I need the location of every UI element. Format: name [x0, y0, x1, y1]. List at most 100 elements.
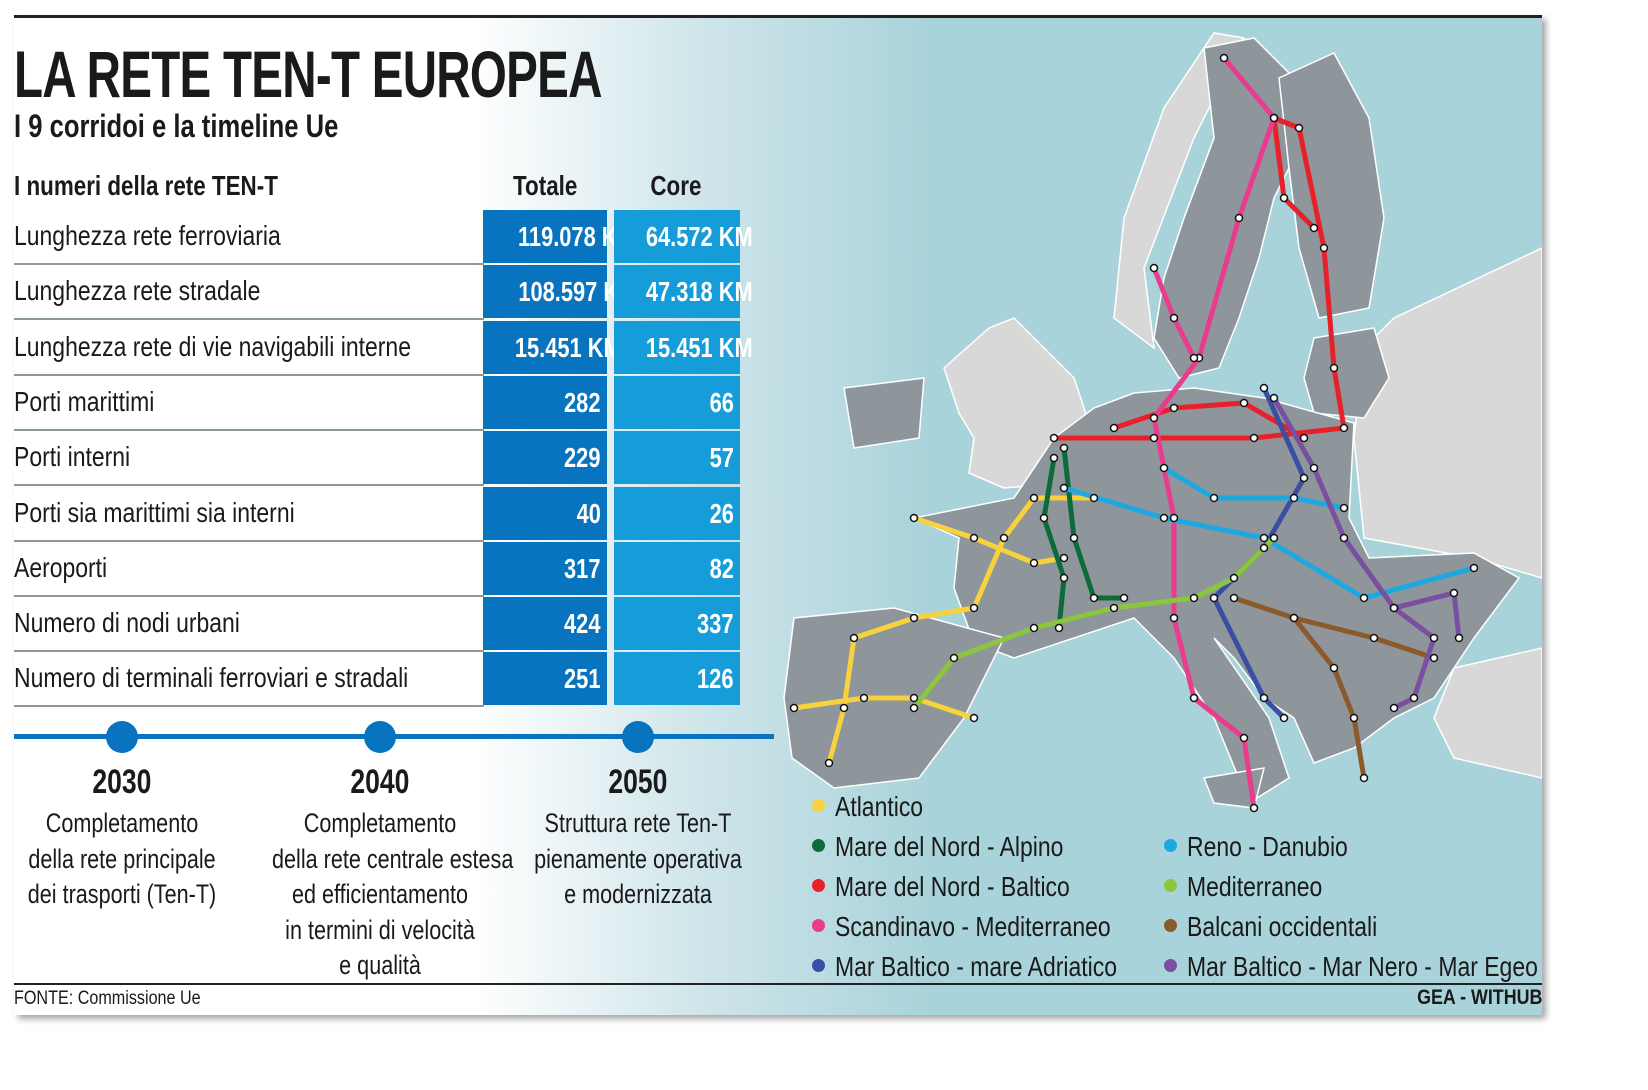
city-node [1069, 533, 1079, 543]
city-node [1029, 558, 1039, 568]
city-node [824, 758, 834, 768]
city-node [1149, 413, 1159, 423]
timeline-description: Completamento della rete centrale estesa e… [245, 806, 515, 984]
city-node [1159, 463, 1169, 473]
row-label: Porti interni [14, 441, 131, 473]
city-node [1309, 223, 1319, 233]
timeline-text-line: Struttura rete Ten-T [544, 808, 732, 838]
totale-cell: 282 [483, 375, 607, 429]
city-node [1429, 653, 1439, 663]
city-node [1269, 533, 1279, 543]
city-node [1209, 593, 1219, 603]
legend-swatch-icon [812, 799, 825, 813]
city-node [1239, 733, 1249, 743]
row-divider [14, 539, 484, 542]
row-label: Porti marittimi [14, 385, 155, 417]
city-node [1209, 493, 1219, 503]
city-node [1119, 593, 1129, 603]
corridor-route [1161, 465, 1347, 511]
legend-swatch-icon [1164, 919, 1177, 933]
core-cell: 47.318 KM [614, 265, 753, 319]
table-row: Lunghezza rete ferroviaria 119.078 KM 64… [14, 210, 753, 265]
city-node [1259, 543, 1269, 553]
row-label: Lunghezza rete di vie navigabili interne [14, 330, 411, 362]
city-node [1369, 633, 1379, 643]
divider [14, 983, 1542, 985]
table-row: Aeroporti 317 82 [14, 541, 740, 597]
corridor-route [911, 515, 1067, 566]
legend-swatch-icon [812, 879, 825, 893]
row-divider [14, 650, 484, 653]
russia-land [1353, 247, 1542, 579]
page-subtitle: I 9 corridoi e la timeline Ue [14, 108, 339, 144]
totale-cell: 15.451 KM [483, 320, 622, 374]
city-node [1319, 243, 1329, 253]
city-node [1359, 773, 1369, 783]
city-node [999, 533, 1009, 543]
city-node [1229, 593, 1239, 603]
row-label: Numero di terminali ferroviari e stradal… [14, 662, 409, 694]
city-node [1189, 593, 1199, 603]
city-node [949, 653, 959, 663]
city-node [909, 613, 919, 623]
city-node [1109, 423, 1119, 433]
land [943, 32, 1542, 779]
legend-label: Scandinavo - Mediterraneo [835, 911, 1111, 942]
city-node [969, 533, 979, 543]
city-node [1249, 803, 1259, 813]
totale-cell: 119.078 KM [483, 210, 636, 263]
row-divider [14, 263, 484, 265]
timeline-text-line: della rete centrale estesa [272, 843, 514, 874]
city-node [1029, 493, 1039, 503]
row-label: Porti sia marittimi sia interni [14, 496, 295, 528]
city-node [1259, 533, 1269, 543]
core-cell: 82 [614, 541, 740, 595]
table-row: Porti interni 229 57 [14, 431, 740, 487]
table-row: Lunghezza rete di vie navigabili interne… [14, 320, 753, 376]
table-row: Lunghezza rete stradale 108.597 KM 47.31… [14, 265, 753, 321]
timeline-text-line: e modernizzata [564, 879, 712, 909]
timeline-text-line: ed efficientamento [291, 879, 469, 909]
city-node [1289, 613, 1299, 623]
city-node [909, 513, 919, 523]
row-label: Aeroporti [14, 551, 108, 583]
city-node [1169, 613, 1179, 623]
city-node [1169, 403, 1179, 413]
table-row: Porti sia marittimi sia interni 40 26 [14, 486, 740, 542]
infographic: LA RETE TEN-T EUROPEA I 9 corridoi e la … [14, 15, 1542, 1015]
legend-item: Mediterraneo [1164, 871, 1352, 903]
turkey-land [1433, 647, 1542, 779]
ireland-land [843, 377, 925, 449]
legend-swatch-icon [1164, 839, 1177, 853]
city-node [1229, 573, 1239, 583]
city-node [909, 693, 919, 703]
totale-cell: 251 [483, 652, 607, 706]
city-node [1329, 663, 1339, 673]
city-node [1429, 633, 1439, 643]
row-divider [14, 594, 484, 597]
city-node [1059, 483, 1069, 493]
totale-cell: 317 [483, 541, 607, 595]
city-node [1339, 423, 1349, 433]
row-divider [14, 428, 484, 431]
city-node [1339, 503, 1349, 513]
row-divider [14, 705, 484, 708]
table-row: Porti marittimi 282 66 [14, 375, 740, 431]
legend-swatch-icon [812, 839, 825, 853]
legend-item: Mare del Nord - Baltico [812, 871, 1121, 903]
table-row: Numero di nodi urbani 424 337 [14, 597, 740, 653]
city-node [1469, 563, 1479, 573]
city-node [1299, 433, 1309, 443]
core-cell: 57 [614, 431, 740, 485]
timeline-marker [106, 721, 138, 753]
city-node [849, 633, 859, 643]
city-node [1454, 633, 1464, 643]
city-node [1259, 383, 1269, 393]
city-node [839, 703, 849, 713]
legend-label: Mar Baltico - Mar Nero - Mar Egeo [1187, 951, 1538, 982]
city-node [1109, 603, 1119, 613]
timeline-year: 2050 [608, 763, 668, 801]
totale-cell: 424 [483, 597, 607, 651]
totale-cell: 40 [483, 486, 607, 540]
city-node [1169, 513, 1179, 523]
